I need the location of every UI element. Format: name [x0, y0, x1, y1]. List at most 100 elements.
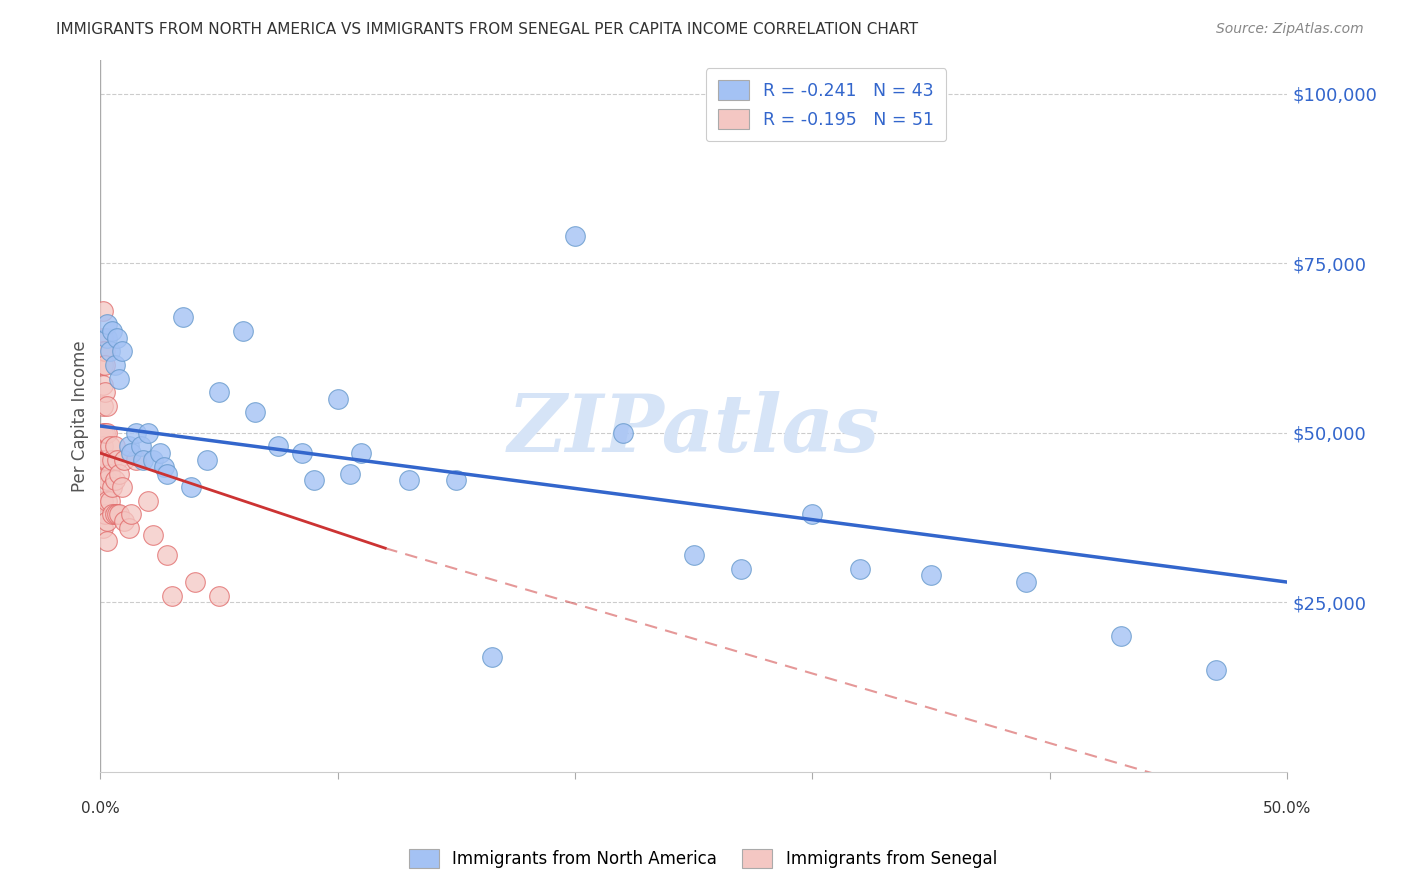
Point: [94, 425, 117, 440]
Point: [96, 514, 118, 528]
Point: [149, 446, 172, 460]
Point: [98, 439, 121, 453]
Point: [612, 425, 634, 440]
Point: [94, 344, 117, 359]
Text: 0.0%: 0.0%: [82, 801, 120, 815]
Point: [208, 589, 231, 603]
Point: [91, 303, 114, 318]
Point: [91, 439, 114, 453]
Point: [91, 358, 114, 372]
Point: [180, 480, 202, 494]
Point: [302, 473, 325, 487]
Point: [142, 453, 165, 467]
Point: [91, 453, 114, 467]
Point: [91, 344, 114, 359]
Point: [195, 453, 218, 467]
Point: [91, 521, 114, 535]
Point: [730, 561, 752, 575]
Point: [129, 439, 152, 453]
Point: [104, 473, 127, 487]
Point: [120, 446, 142, 460]
Text: 50.0%: 50.0%: [1263, 801, 1312, 815]
Point: [267, 439, 290, 453]
Point: [91, 425, 114, 440]
Point: [96, 534, 118, 549]
Legend: R = -0.241   N = 43, R = -0.195   N = 51: R = -0.241 N = 43, R = -0.195 N = 51: [706, 69, 946, 141]
Point: [118, 521, 141, 535]
Point: [801, 507, 824, 521]
Point: [112, 453, 135, 467]
Point: [91, 467, 114, 481]
Point: [1015, 575, 1038, 590]
Point: [156, 467, 179, 481]
Point: [125, 425, 148, 440]
Point: [153, 459, 176, 474]
Text: Source: ZipAtlas.com: Source: ZipAtlas.com: [1216, 22, 1364, 37]
Point: [108, 371, 131, 385]
Point: [91, 493, 114, 508]
Point: [142, 527, 165, 541]
Point: [208, 385, 231, 400]
Point: [94, 480, 117, 494]
Point: [104, 358, 127, 372]
Point: [132, 453, 155, 467]
Point: [108, 467, 131, 481]
Point: [96, 473, 118, 487]
Point: [101, 507, 124, 521]
Point: [98, 467, 121, 481]
Point: [350, 446, 373, 460]
Point: [91, 331, 114, 345]
Point: [849, 561, 872, 575]
Point: [920, 568, 942, 582]
Point: [326, 392, 349, 406]
Point: [118, 439, 141, 453]
Point: [339, 467, 361, 481]
Point: [136, 425, 159, 440]
Point: [111, 344, 134, 359]
Point: [125, 453, 148, 467]
Point: [94, 507, 117, 521]
Point: [98, 493, 121, 508]
Y-axis label: Per Capita Income: Per Capita Income: [72, 340, 89, 491]
Point: [564, 229, 586, 244]
Point: [108, 507, 131, 521]
Point: [398, 473, 420, 487]
Point: [105, 453, 128, 467]
Point: [96, 453, 118, 467]
Point: [243, 405, 266, 419]
Legend: Immigrants from North America, Immigrants from Senegal: Immigrants from North America, Immigrant…: [402, 843, 1004, 875]
Point: [98, 344, 121, 359]
Point: [101, 480, 124, 494]
Point: [94, 358, 117, 372]
Point: [105, 331, 128, 345]
Text: IMMIGRANTS FROM NORTH AMERICA VS IMMIGRANTS FROM SENEGAL PER CAPITA INCOME CORRE: IMMIGRANTS FROM NORTH AMERICA VS IMMIGRA…: [56, 22, 918, 37]
Point: [136, 493, 159, 508]
Point: [184, 575, 207, 590]
Point: [91, 378, 114, 392]
Point: [96, 317, 118, 331]
Point: [94, 385, 117, 400]
Point: [101, 453, 124, 467]
Point: [232, 324, 254, 338]
Point: [172, 310, 194, 325]
Point: [96, 331, 118, 345]
Point: [104, 439, 127, 453]
Point: [1205, 663, 1227, 677]
Point: [96, 425, 118, 440]
Point: [481, 649, 503, 664]
Point: [111, 480, 134, 494]
Point: [112, 514, 135, 528]
Point: [160, 589, 183, 603]
Point: [96, 399, 118, 413]
Point: [101, 324, 124, 338]
Point: [682, 548, 704, 562]
Point: [104, 507, 127, 521]
Point: [156, 548, 179, 562]
Point: [94, 453, 117, 467]
Point: [105, 507, 128, 521]
Point: [120, 507, 142, 521]
Point: [291, 446, 314, 460]
Point: [446, 473, 468, 487]
Point: [96, 493, 118, 508]
Point: [1109, 629, 1132, 643]
